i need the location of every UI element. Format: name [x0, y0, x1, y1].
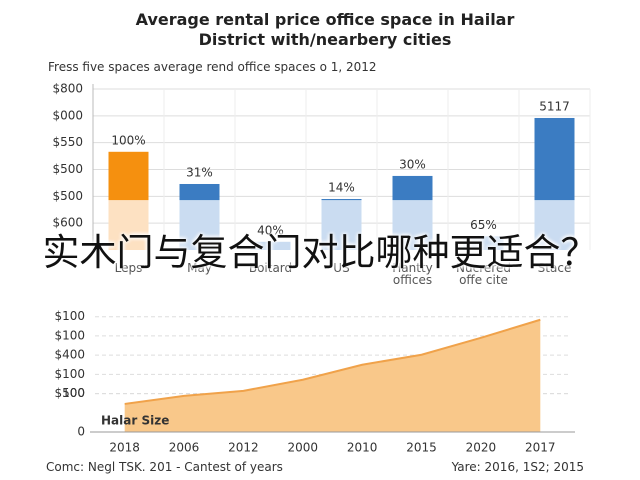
y-tick-label: 0: [77, 425, 85, 439]
x-tick-label: Nucrered offe cite: [456, 261, 511, 287]
x-tick-label: Stace: [537, 261, 572, 275]
bar-label: 40%: [257, 223, 284, 237]
bar-label: 14%: [328, 181, 355, 195]
x-tick-label: May: [187, 261, 212, 275]
chart-subtitle: Fress five spaces average rend office sp…: [48, 60, 377, 74]
bar-label: 30%: [399, 157, 426, 171]
note: Yare: 2016, 1S2; 2015: [451, 460, 584, 474]
bar-label: 5117: [539, 99, 570, 113]
x-tick-label: 2000: [288, 441, 319, 455]
bar-fade: [463, 236, 504, 250]
area: [124, 319, 541, 432]
y-tick-label: $500: [52, 162, 83, 176]
series-label: Halar Size: [101, 414, 169, 428]
x-tick-label: 2010: [347, 441, 378, 455]
y-tick-label: $800: [52, 82, 83, 96]
bar-fade: [534, 200, 575, 250]
bar-fade: [321, 200, 362, 250]
y-tick-label: $500: [52, 189, 83, 203]
y-tick-label: 100: [62, 386, 85, 400]
overlay-text: 实木门与复合门对比哪种更适合？: [42, 231, 598, 274]
x-tick-label: 2018: [109, 441, 140, 455]
bar-label: 31%: [186, 165, 213, 179]
x-tick-label: 2017: [525, 441, 556, 455]
y-tick-label: $100: [54, 309, 85, 323]
bar-fade: [250, 241, 291, 250]
bar-fade: [392, 200, 433, 250]
x-tick-label: 2015: [406, 441, 437, 455]
y-tick-label: $600: [52, 216, 83, 230]
bar-label: 100%: [111, 133, 145, 147]
bar-fade: [179, 200, 220, 250]
y-tick-label: $100: [54, 367, 85, 381]
x-tick-label: 2006: [169, 441, 200, 455]
x-tick-label: Hantty offices: [392, 261, 433, 287]
area-line: [124, 318, 541, 405]
source: Comc: Negl TSK. 201 - Cantest of years: [46, 460, 283, 474]
y-tick-label: $400: [54, 348, 85, 362]
y-tick-label: $500: [54, 386, 85, 400]
bar-label: 65%: [470, 218, 497, 232]
x-tick-label: Leps: [114, 261, 143, 275]
x-tick-label: US: [333, 261, 350, 275]
y-tick-label: $550: [52, 135, 83, 149]
bar-fade: [108, 200, 149, 250]
y-tick-label: $000: [52, 108, 83, 122]
chart-title: Average rental price office space in Hai…: [135, 10, 515, 49]
x-tick-label: Boitard: [248, 261, 293, 275]
y-tick-label: $100: [54, 328, 85, 342]
x-tick-label: 2012: [228, 441, 259, 455]
x-tick-label: 2020: [466, 441, 497, 455]
